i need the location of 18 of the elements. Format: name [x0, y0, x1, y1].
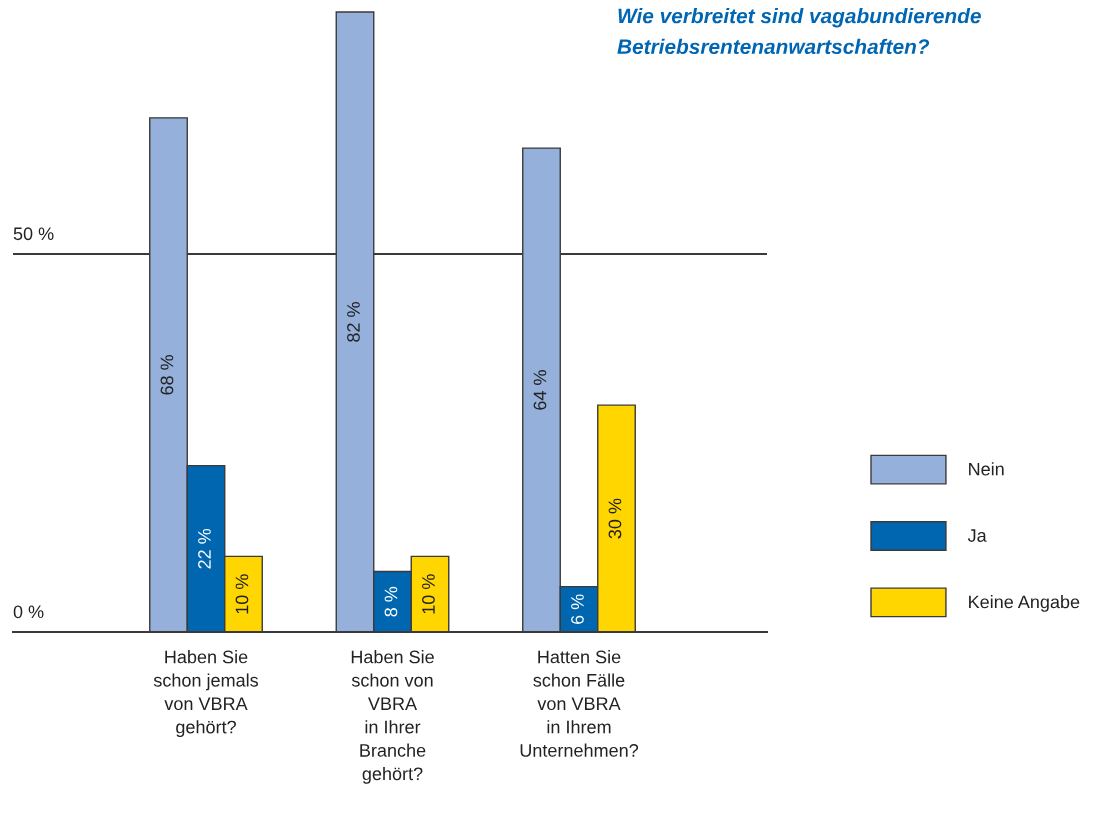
data-label: 82 %	[347, 302, 360, 342]
data-label: 8 %	[384, 586, 398, 617]
data-label: 68 %	[160, 354, 174, 395]
legend-label: Ja	[967, 529, 987, 542]
data-label: 6 %	[571, 594, 584, 624]
data-label: 64 %	[533, 370, 547, 410]
data-label: 10 %	[235, 574, 249, 614]
legend-label: Nein	[969, 462, 1004, 476]
chart-title: Wie verbreitet sind vagabundierende Betriebsrentenanwartschaften?	[617, 8, 981, 55]
x-tick-label: Hatten Sie schon Fälle von VBRA in Ihrem Unternehmen?	[520, 650, 639, 757]
legend-label: Keine Angabe	[969, 595, 1080, 612]
data-label: 10 %	[422, 574, 435, 614]
data-label: 30 %	[608, 498, 622, 539]
x-tick-label: Haben Sie schon jemals von VBRA gehört?	[153, 650, 259, 738]
x-tick-label: Haben Sie schon von VBRA in Ihrer Branche gehört?	[351, 650, 434, 784]
y-tick-label: 0 %	[13, 605, 44, 619]
y-tick-label: 50 %	[13, 227, 54, 241]
data-label: 22 %	[198, 528, 211, 569]
